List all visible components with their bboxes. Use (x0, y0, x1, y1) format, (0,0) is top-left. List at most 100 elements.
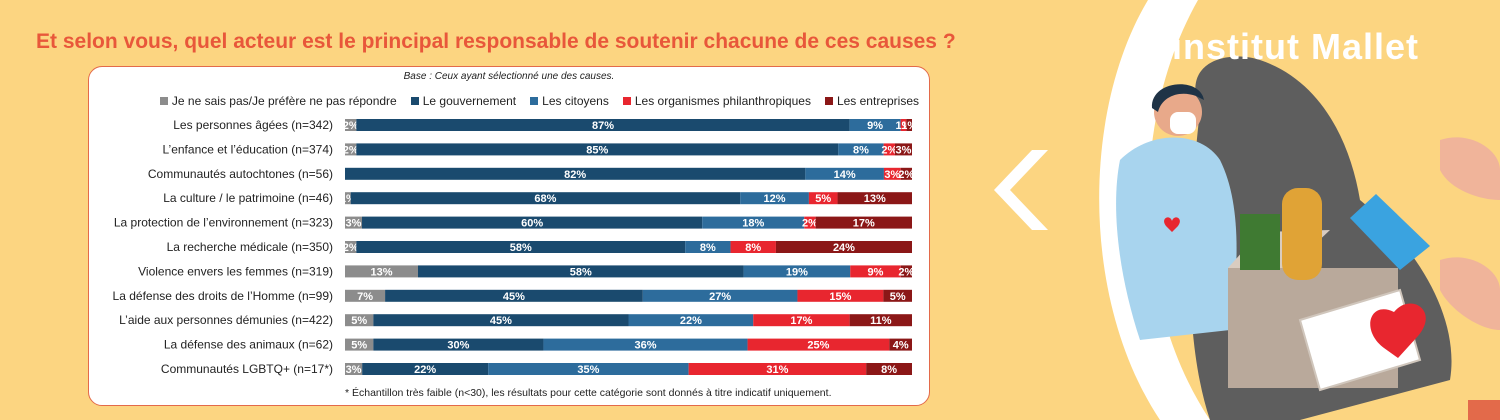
bar-segment (373, 338, 544, 351)
bar-segment (345, 119, 357, 131)
clapping-hands-icon-2 (1440, 257, 1500, 330)
bar-segment (804, 216, 816, 229)
legend-label: Les organismes philanthropiques (634, 94, 811, 108)
legend-swatch (159, 97, 168, 105)
bar-segment (543, 338, 748, 351)
bar-segment (488, 363, 689, 375)
data-label: 5% (815, 193, 831, 205)
data-label: 58% (510, 242, 532, 254)
legend-swatch (824, 97, 833, 105)
data-label: 2% (802, 218, 818, 230)
bar-segment (850, 265, 901, 278)
person-head (1154, 88, 1202, 136)
data-label: 2% (898, 266, 914, 278)
page-title: Et selon vous, quel acteur est le princi… (36, 30, 956, 53)
data-label: 2% (343, 120, 359, 132)
bar-segment (837, 192, 912, 205)
legend-swatch (410, 97, 419, 105)
bar-segment (362, 363, 489, 375)
category-label: Les personnes âgées (n=342) (173, 118, 333, 132)
category-label: La culture / le patrimoine (n=46) (163, 191, 333, 205)
category-label: La protection de l’environnement (n=323) (114, 216, 333, 230)
bar-segment (883, 289, 912, 302)
bar-segment (849, 119, 901, 131)
legend-item-citoyens: Les citoyens (530, 93, 609, 109)
bar-segment (356, 119, 850, 131)
envelope-icon (1298, 288, 1422, 392)
bar-segment (866, 363, 912, 375)
bar-segment (345, 167, 806, 180)
data-label: 8% (853, 144, 869, 156)
chart-panel: Base : Ceux ayant sélectionné une des ca… (88, 66, 930, 406)
bottle-icon (1282, 188, 1322, 280)
corner-mark (1468, 400, 1500, 420)
box-flap (1228, 230, 1330, 268)
data-label: 2% (898, 169, 914, 181)
greens-icon (1240, 214, 1280, 270)
data-label: 19% (786, 266, 808, 278)
data-label: 35% (577, 364, 599, 376)
bar-segment (345, 289, 386, 302)
data-label: 27% (709, 291, 731, 303)
category-label: La recherche médicale (n=350) (167, 240, 333, 254)
bar-segment (345, 265, 418, 278)
bar-segment (883, 167, 901, 180)
legend-item-entreprises: Les entreprises (824, 93, 919, 109)
bar-segment (350, 192, 741, 205)
data-label: 60% (521, 218, 543, 230)
bar-segment (775, 241, 912, 253)
big-heart-icon (1370, 303, 1426, 358)
bar-segment (838, 143, 884, 156)
data-label: 85% (586, 144, 608, 156)
person-hair (1151, 84, 1204, 112)
bar-segment (900, 119, 907, 131)
bar-segment (747, 338, 890, 351)
bar-segment (385, 289, 643, 302)
data-label: 3% (896, 144, 912, 156)
bar-segment (345, 363, 363, 375)
bar-segment (805, 167, 884, 180)
card-icon (1350, 194, 1430, 270)
bar-segment (753, 314, 850, 327)
data-label: 8% (745, 242, 761, 254)
data-label: 2% (343, 144, 359, 156)
legend-label: Je ne sais pas/Je préfère ne pas répondr… (171, 94, 397, 108)
data-label: 45% (503, 291, 525, 303)
data-label: 30% (447, 340, 469, 352)
bar-segment (345, 314, 374, 327)
data-label: 87% (592, 120, 614, 132)
data-label: 8% (881, 364, 897, 376)
bar-segment (883, 143, 895, 156)
bar-segment (815, 216, 912, 229)
data-label: 22% (414, 364, 436, 376)
data-label: 5% (351, 340, 367, 352)
stacked-bar-chart: Les personnes âgées (n=342) 2% 87% 9% 1%1%L’… (113, 118, 918, 376)
data-label: 1% (901, 120, 917, 132)
data-label: 24% (833, 242, 855, 254)
legend-label: Le gouvernement (422, 94, 517, 108)
bar-segment (797, 289, 884, 302)
heart-icon (1164, 217, 1180, 232)
data-label: 5% (351, 315, 367, 327)
bar-segment (345, 241, 357, 253)
category-label: Communautés autochtones (n=56) (148, 167, 333, 181)
clapping-hands-icon (1440, 137, 1500, 200)
data-label: 5% (890, 291, 906, 303)
legend-label: Les citoyens (542, 94, 609, 108)
backdrop-shape (1190, 56, 1452, 420)
bar-segment (345, 216, 363, 229)
data-label: 7% (357, 291, 373, 303)
bar-segment (345, 338, 374, 351)
bar-segment (345, 192, 351, 205)
bar-segment (900, 265, 912, 278)
bar-segment (373, 314, 629, 327)
bar-segment (743, 265, 851, 278)
donation-box (1228, 268, 1398, 388)
bar-segment (345, 143, 357, 156)
data-label: 3% (346, 218, 362, 230)
bar-segment (642, 289, 798, 302)
legend-swatch (622, 97, 631, 105)
data-label: 8% (700, 242, 716, 254)
data-label: 9% (868, 266, 884, 278)
data-label: 9% (867, 120, 883, 132)
